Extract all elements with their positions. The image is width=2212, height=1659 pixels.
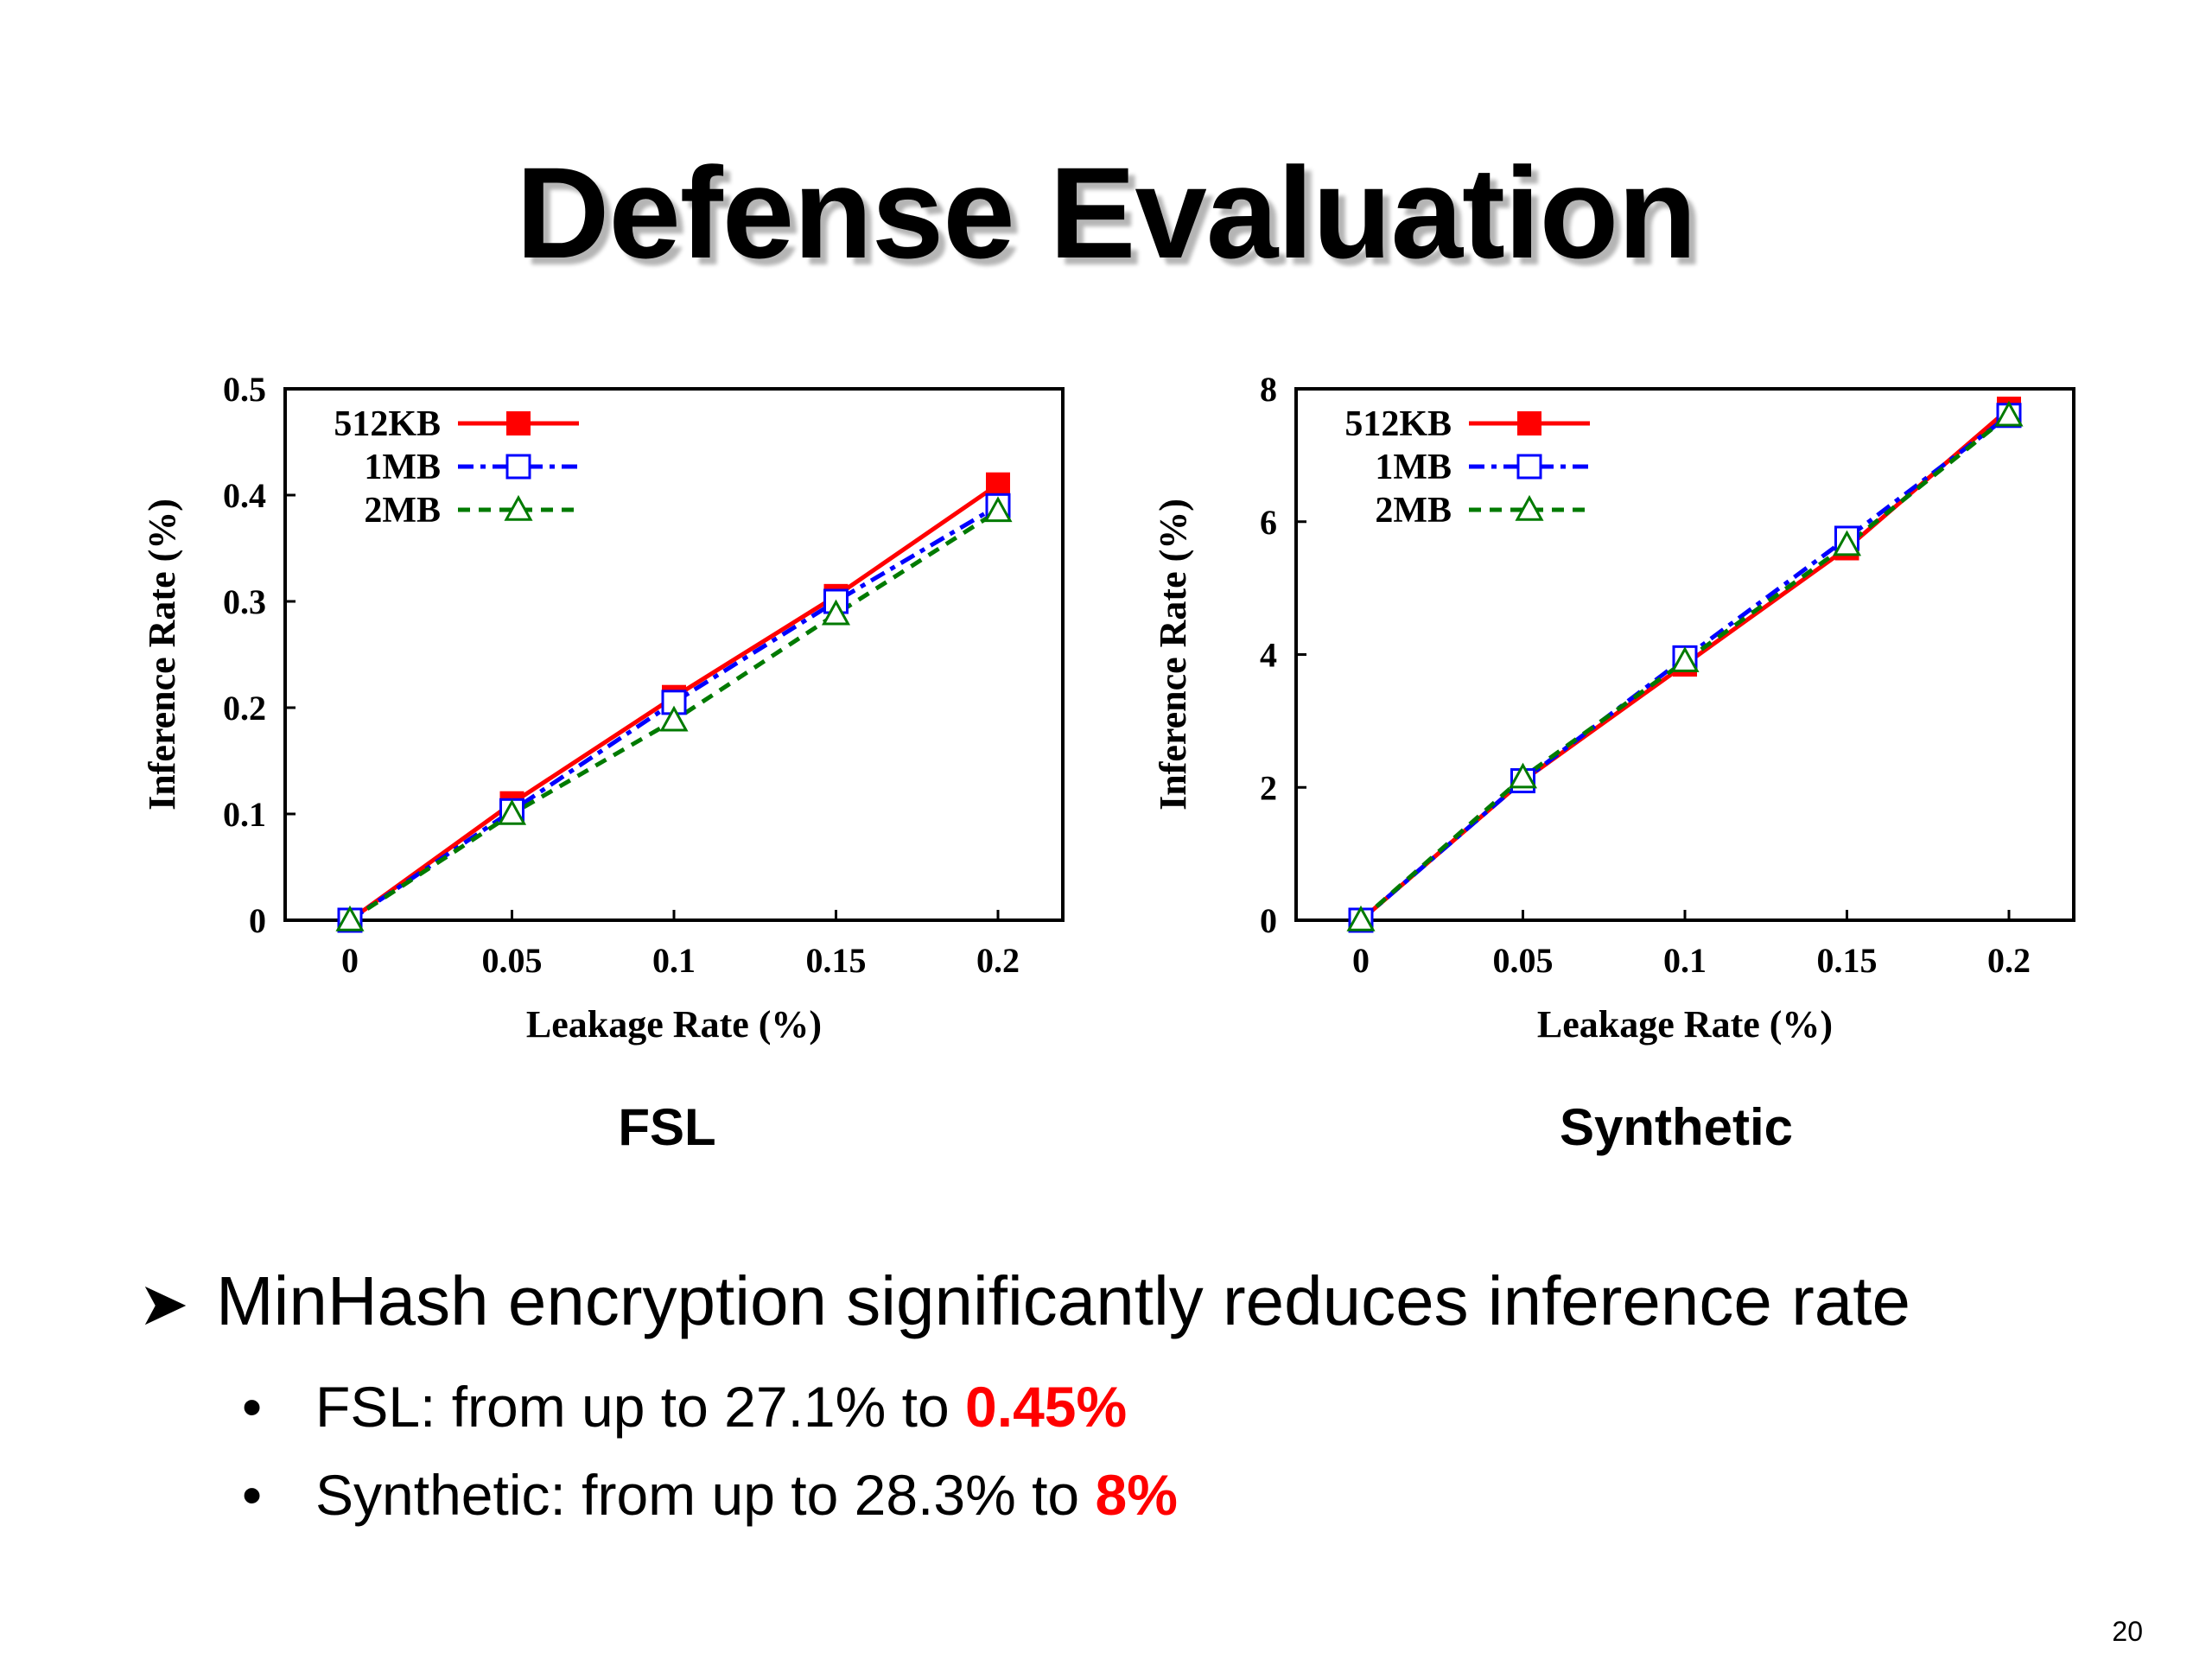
legend-marker <box>1515 494 1544 521</box>
data-point-2mb <box>335 905 365 931</box>
y-tick-label: 6 <box>1260 503 1277 542</box>
data-point-2mb <box>1832 530 1862 556</box>
synthetic-caption: Synthetic <box>1559 1098 1794 1156</box>
x-tick-label: 0.2 <box>1987 941 2031 980</box>
y-axis-label: Inference Rate (%) <box>141 499 183 810</box>
legend-label: 1MB <box>1375 448 1452 487</box>
bullet-dot-icon: • <box>242 1375 263 1439</box>
data-point-2mb <box>1994 400 2024 427</box>
sub-bullet-highlight: 0.45% <box>965 1375 1128 1439</box>
legend-label: 2MB <box>364 491 441 531</box>
sub-bullet-synthetic: • Synthetic: from up to 28.3% to 8% <box>242 1462 1178 1528</box>
y-tick-label: 4 <box>1260 636 1277 675</box>
x-tick-label: 0.1 <box>652 941 696 980</box>
main-bullet: ➤ MinHash encryption significantly reduce… <box>138 1262 1910 1341</box>
legend-marker <box>505 454 531 480</box>
legend-marker <box>506 411 531 435</box>
y-tick-label: 0.4 <box>223 476 266 515</box>
synthetic-chart: 0 2 4 6 8 0 0.05 0.1 0.15 0.2 Leakage Rate (%) Infe… <box>1152 370 2075 1046</box>
x-tick-label: 0.15 <box>1817 941 1878 980</box>
data-point-2mb <box>821 599 851 626</box>
y-tick-label: 2 <box>1260 768 1277 807</box>
main-bullet-text: MinHash encryption significantly reduces… <box>216 1262 1910 1339</box>
x-tick-label: 0.2 <box>976 941 1020 980</box>
sub-bullet-fsl: • FSL: from up to 27.1% to 0.45% <box>242 1374 1127 1440</box>
x-tick-label: 0.05 <box>1493 941 1554 980</box>
fsl-chart: 0 0.1 0.2 0.3 0.4 0.5 0 0.05 0.1 0.15 0.2 Leakage R… <box>141 370 1065 1046</box>
sub-bullet-text: Synthetic: from up to 28.3% to <box>315 1463 1096 1527</box>
y-tick-label: 0.3 <box>223 582 266 621</box>
data-point-2mb <box>1346 905 1376 931</box>
legend-marker <box>504 494 533 521</box>
y-axis-label: Inference Rate (%) <box>1152 499 1194 810</box>
page-number: 20 <box>2112 1616 2143 1647</box>
x-tick-label: 0.15 <box>806 941 867 980</box>
data-point-2mb <box>983 496 1013 523</box>
data-point-2mb <box>1670 646 1700 672</box>
legend-label: 512KB <box>1344 404 1452 444</box>
legend-label: 512KB <box>334 404 441 444</box>
x-tick-label: 0 <box>1352 941 1370 980</box>
arrow-bullet-icon: ➤ <box>138 1270 189 1338</box>
x-axis-label: Leakage Rate (%) <box>526 1003 822 1046</box>
legend-marker <box>1517 411 1541 435</box>
fsl-caption: FSL <box>618 1098 716 1156</box>
sub-bullet-highlight: 8% <box>1095 1463 1178 1527</box>
data-point-2mb <box>1508 762 1538 789</box>
y-tick-label: 0.2 <box>223 689 266 728</box>
y-tick-label: 0 <box>1260 901 1277 940</box>
y-tick-label: 0.5 <box>223 370 266 409</box>
data-point-512kb <box>986 472 1010 497</box>
x-tick-label: 0 <box>341 941 359 980</box>
legend-label: 2MB <box>1375 491 1452 531</box>
sub-bullet-text: FSL: from up to 27.1% to <box>315 1375 966 1439</box>
legend-marker <box>1516 454 1542 480</box>
x-axis-label: Leakage Rate (%) <box>1537 1003 1833 1046</box>
slide-title: Defense Evaluation <box>516 140 1697 285</box>
bullet-dot-icon: • <box>242 1463 263 1527</box>
data-point-2mb <box>659 705 689 732</box>
data-point-2mb <box>497 798 527 825</box>
x-tick-label: 0.05 <box>482 941 543 980</box>
y-tick-label: 8 <box>1260 370 1277 409</box>
y-tick-label: 0 <box>249 901 266 940</box>
x-tick-label: 0.1 <box>1663 941 1707 980</box>
y-tick-label: 0.1 <box>223 795 266 834</box>
legend-label: 1MB <box>364 448 441 487</box>
